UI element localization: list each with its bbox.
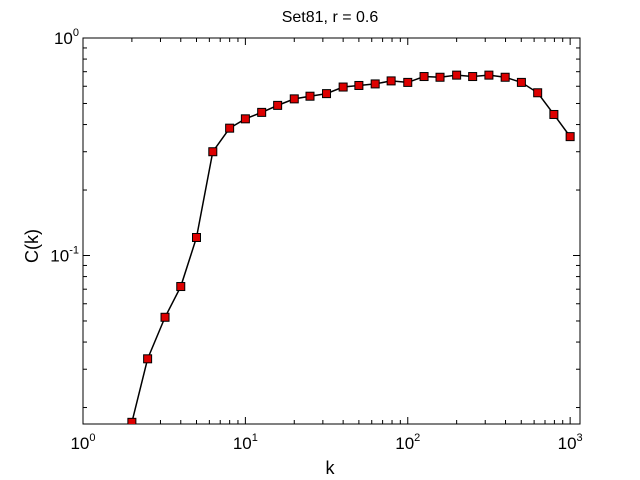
data-point [500, 72, 510, 82]
x-tick-label-exponent: 1 [252, 432, 258, 444]
data-point [289, 94, 299, 104]
data-point [370, 79, 380, 89]
data-point [143, 354, 153, 364]
data-point [386, 76, 396, 86]
data-point [322, 89, 332, 99]
x-tick-label-base: 10 [558, 434, 577, 453]
data-point [257, 107, 267, 117]
chart-title: Set81, r = 0.6 [282, 9, 379, 26]
data-point [273, 100, 283, 110]
y-axis-label: C(k) [22, 229, 42, 263]
series-line [131, 74, 571, 423]
data-point [452, 70, 462, 80]
data-point [208, 147, 218, 157]
data-point [176, 282, 186, 292]
axes-frame [82, 37, 581, 425]
data-point [435, 72, 445, 82]
x-tick-label-base: 10 [233, 434, 252, 453]
data-point [240, 114, 250, 124]
data-point [516, 77, 526, 87]
y-tick-label: 100 [54, 27, 79, 48]
x-tick-label-base: 10 [395, 434, 414, 453]
x-tick-label: 103 [558, 432, 583, 453]
data-point [549, 109, 559, 119]
x-tick-label-base: 10 [70, 434, 89, 453]
series-layer [127, 70, 575, 424]
data-point [354, 80, 364, 90]
x-tick-label: 100 [70, 432, 95, 453]
data-point [468, 72, 478, 82]
x-tick-label: 101 [233, 432, 258, 453]
data-point [484, 70, 494, 80]
data-point [127, 417, 137, 424]
data-point [403, 77, 413, 87]
y-tick-label-exponent: 0 [73, 27, 79, 39]
x-tick-label-exponent: 2 [414, 432, 420, 444]
x-tick-label: 102 [395, 432, 420, 453]
data-point [160, 312, 170, 322]
x-axis-label: k [326, 458, 336, 478]
y-tick-label: 10-1 [50, 245, 79, 266]
data-point [533, 88, 543, 98]
data-point [419, 72, 429, 82]
y-tick-label-exponent: -1 [69, 245, 79, 257]
data-point [305, 91, 315, 101]
x-tick-label-exponent: 3 [577, 432, 583, 444]
x-tick-label-exponent: 0 [89, 432, 95, 444]
data-point [192, 233, 201, 242]
y-tick-label-base: 10 [50, 247, 69, 266]
data-point [338, 82, 348, 92]
data-point [565, 132, 575, 142]
data-point [225, 123, 235, 133]
y-tick-label-base: 10 [54, 29, 73, 48]
